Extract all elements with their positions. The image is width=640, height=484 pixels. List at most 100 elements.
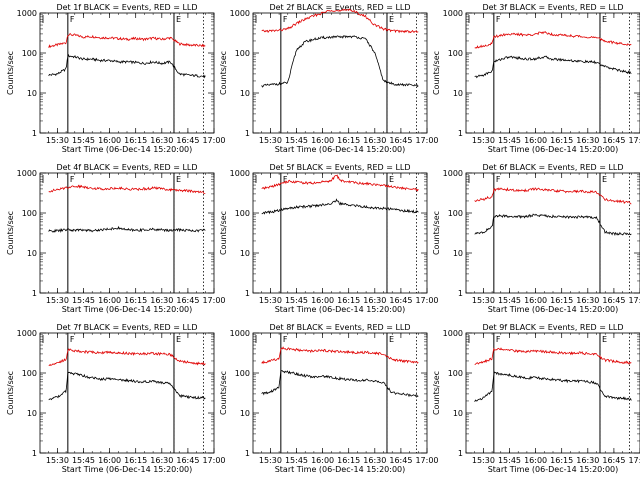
y-tick-label: 1: [32, 449, 37, 458]
chart-title: Det 3f BLACK = Events, RED = LLD: [482, 3, 623, 12]
x-tick-label: 15:30: [46, 136, 69, 145]
chart-panel-8: Det 8f BLACK = Events, RED = LLD 1 10 100 10…: [219, 323, 439, 474]
x-tick-label: 15:30: [472, 136, 495, 145]
x-axis-label: Start Time (06-Dec-14 15:20:00): [62, 145, 193, 154]
x-tick-label: 16:00: [98, 296, 121, 305]
x-tick-label: 16:30: [363, 136, 386, 145]
y-tick-label: 10: [240, 409, 250, 418]
y-axis-label: Counts/sec: [219, 51, 228, 95]
x-tick-label: 16:00: [524, 136, 547, 145]
y-tick-label: 10: [453, 249, 463, 258]
marker-label: F: [496, 175, 501, 184]
y-axis: 1 10 100 1000: [17, 9, 214, 138]
x-tick-label: 16:30: [150, 136, 173, 145]
y-tick-label: 10: [240, 249, 250, 258]
chart-panel-5: Det 5f BLACK = Events, RED = LLD 1 10 100 10…: [219, 163, 439, 314]
marker-label: F: [283, 335, 288, 344]
y-tick-label: 1: [32, 129, 37, 138]
chart-panel-9: Det 9f BLACK = Events, RED = LLD 1 10 100 10…: [432, 323, 640, 474]
y-tick-label: 10: [27, 249, 37, 258]
x-tick-label: 15:30: [472, 456, 495, 465]
x-tick-label: 16:45: [176, 136, 199, 145]
lld-series-line: [474, 347, 632, 365]
y-tick-label: 100: [235, 49, 250, 58]
marker-label: F: [283, 175, 288, 184]
y-tick-label: 100: [235, 209, 250, 218]
y-tick-label: 1000: [443, 329, 463, 338]
x-tick-label: 16:30: [150, 296, 173, 305]
marker-label: F: [496, 15, 501, 24]
y-tick-label: 1000: [17, 329, 37, 338]
chart-title: Det 8f BLACK = Events, RED = LLD: [269, 323, 410, 332]
x-tick-label: 15:45: [498, 456, 521, 465]
y-tick-label: 1000: [17, 9, 37, 18]
y-tick-label: 100: [22, 369, 37, 378]
x-tick-label: 16:45: [602, 136, 625, 145]
plot-frame: [252, 172, 428, 294]
x-tick-label: 17:00: [415, 136, 438, 145]
x-tick-label: 17:00: [202, 136, 225, 145]
y-tick-label: 1000: [230, 9, 250, 18]
x-tick-label: 15:45: [72, 456, 95, 465]
marker-label: F: [283, 15, 288, 24]
x-axis-label: Start Time (06-Dec-14 15:20:00): [275, 145, 406, 154]
x-tick-label: 16:30: [363, 456, 386, 465]
events-series-line: [261, 370, 419, 398]
lld-series-line: [474, 187, 632, 205]
x-tick-label: 16:30: [363, 296, 386, 305]
x-tick-label: 16:30: [576, 136, 599, 145]
x-tick-label: 16:45: [176, 296, 199, 305]
y-axis: 1 10 100 1000: [230, 9, 427, 138]
y-tick-label: 100: [448, 369, 463, 378]
y-tick-label: 1: [458, 449, 463, 458]
y-axis-label: Counts/sec: [6, 371, 15, 415]
x-tick-label: 16:15: [337, 456, 360, 465]
y-tick-label: 1: [458, 289, 463, 298]
marker-label: E: [602, 335, 607, 344]
plot-frame: [465, 332, 640, 454]
x-tick-label: 16:00: [311, 456, 334, 465]
y-tick-label: 100: [448, 49, 463, 58]
x-tick-label: 16:45: [602, 296, 625, 305]
x-tick-label: 16:00: [98, 456, 121, 465]
y-axis-label: Counts/sec: [432, 371, 441, 415]
lld-series-line: [261, 8, 419, 34]
chart-panel-2: Det 2f BLACK = Events, RED = LLD 1 10 100 10…: [219, 3, 439, 154]
x-tick-label: 16:00: [311, 136, 334, 145]
y-tick-label: 1: [245, 449, 250, 458]
marker-label: F: [70, 175, 75, 184]
events-series-line: [474, 55, 632, 79]
y-tick-label: 10: [27, 89, 37, 98]
y-axis: 1 10 100 1000: [17, 169, 214, 298]
y-axis-label: Counts/sec: [6, 211, 15, 255]
events-series-line: [48, 371, 206, 401]
y-tick-label: 1: [245, 129, 250, 138]
x-axis-label: Start Time (06-Dec-14 15:20:00): [275, 305, 406, 314]
plot-frame: [465, 12, 640, 134]
chart-title: Det 4f BLACK = Events, RED = LLD: [56, 163, 197, 172]
marker-label: E: [389, 175, 394, 184]
x-tick-label: 16:00: [311, 296, 334, 305]
x-axis-label: Start Time (06-Dec-14 15:20:00): [275, 465, 406, 474]
marker-label: E: [176, 15, 181, 24]
x-tick-label: 16:15: [124, 296, 147, 305]
marker-label: E: [176, 175, 181, 184]
x-tick-label: 17:00: [202, 456, 225, 465]
lld-series-line: [48, 32, 206, 49]
x-tick-label: 16:00: [98, 136, 121, 145]
y-axis: 1 10 100 1000: [230, 169, 427, 298]
y-tick-label: 10: [240, 89, 250, 98]
chart-title: Det 1f BLACK = Events, RED = LLD: [56, 3, 197, 12]
y-tick-label: 1000: [230, 329, 250, 338]
events-series-line: [261, 35, 419, 88]
y-axis-label: Counts/sec: [432, 211, 441, 255]
x-tick-label: 15:30: [259, 456, 282, 465]
x-tick-label: 16:15: [337, 296, 360, 305]
x-tick-label: 16:45: [389, 296, 412, 305]
y-axis-label: Counts/sec: [432, 51, 441, 95]
x-tick-label: 16:45: [176, 456, 199, 465]
chart-panel-6: Det 6f BLACK = Events, RED = LLD 1 10 100 10…: [432, 163, 640, 314]
x-tick-label: 16:15: [550, 456, 573, 465]
